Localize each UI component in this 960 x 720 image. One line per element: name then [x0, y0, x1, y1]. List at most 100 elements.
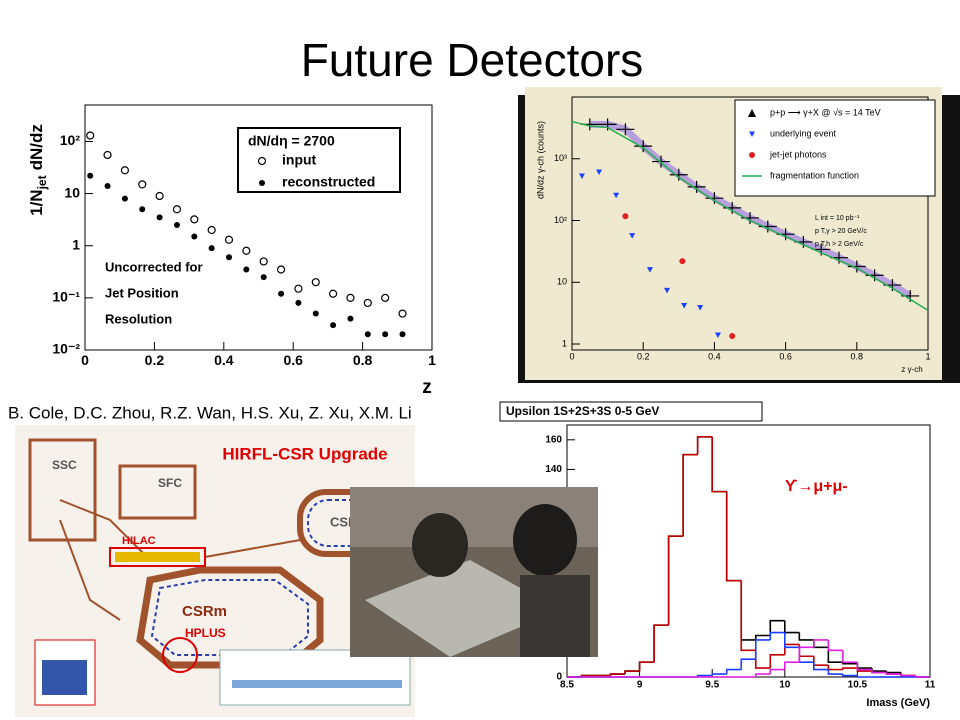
x-tick-label: 0.8 — [851, 352, 864, 362]
y-tick-label: 1 — [72, 236, 80, 252]
histogram-step — [754, 639, 771, 660]
inset-line — [232, 680, 402, 688]
histogram-step — [740, 658, 756, 670]
point — [139, 206, 146, 213]
y-axis-label-part: dN/dz — [27, 124, 46, 170]
point — [103, 150, 112, 160]
point — [242, 246, 251, 255]
hall — [118, 464, 197, 520]
point — [749, 152, 755, 158]
point — [208, 245, 215, 252]
y-tick-label: 160 — [545, 434, 562, 445]
ring — [136, 566, 324, 669]
point — [705, 192, 724, 205]
x-axis-label: Imass (GeV) — [866, 697, 930, 709]
histogram-step — [827, 647, 843, 663]
x-axis-label: z γ-ch — [901, 365, 922, 374]
y-tick-label: 10² — [60, 132, 81, 148]
point — [156, 214, 163, 221]
x-tick-label: 0.6 — [779, 352, 792, 362]
photo — [350, 487, 598, 657]
histogram-step — [711, 673, 727, 676]
x-tick-label: 0.6 — [283, 352, 303, 368]
x-tick-label: 1 — [428, 352, 436, 368]
photo-person — [513, 504, 577, 576]
histogram-step — [769, 619, 785, 636]
x-tick-label: 0 — [81, 352, 89, 368]
point — [104, 182, 111, 189]
legend-label: p+p ⟶ γ+X @ √s = 14 TeV — [770, 107, 881, 117]
y-tick-label: 10⁻² — [52, 341, 80, 357]
point — [729, 332, 736, 339]
legend-label: underlying event — [770, 128, 837, 138]
point — [687, 180, 706, 193]
beamline — [59, 499, 301, 621]
histogram-step — [769, 653, 785, 669]
histogram-step — [827, 669, 843, 675]
y-tick-label: 140 — [545, 464, 562, 475]
point — [363, 298, 372, 308]
legend-label: reconstructed — [282, 174, 375, 190]
histogram-step — [842, 674, 858, 677]
annotation: Uncorrected for — [105, 259, 203, 274]
point — [629, 233, 636, 239]
point — [382, 331, 389, 338]
title-box — [499, 401, 763, 422]
point — [87, 172, 94, 179]
y-axis-label: 1/Njet dN/dz — [27, 124, 49, 216]
point — [86, 131, 95, 140]
point — [243, 266, 250, 273]
histogram-step — [784, 661, 800, 670]
point — [681, 303, 688, 309]
y-tick-label: 0 — [556, 672, 562, 683]
point — [260, 274, 267, 281]
diagram-label: HPLUS — [185, 626, 226, 640]
annotation: Resolution — [105, 311, 172, 326]
point — [669, 168, 688, 181]
point — [257, 156, 267, 166]
histogram-step — [754, 634, 771, 640]
annotation: L int = 10 pb⁻¹ — [815, 215, 860, 222]
x-tick-label: 10 — [779, 680, 791, 691]
histogram-step — [769, 668, 785, 675]
plot-area — [566, 424, 931, 678]
histogram-step — [740, 580, 756, 652]
credit: B. Cole, D.C. Zhou, R.Z. Wan, H.S. Xu, Z… — [8, 403, 412, 422]
point — [381, 293, 390, 302]
point — [311, 278, 320, 287]
histogram-step — [696, 436, 713, 455]
histogram-step — [798, 632, 814, 641]
legend — [734, 99, 936, 197]
histogram-step — [682, 453, 698, 537]
point — [749, 131, 755, 137]
diagram-label: SFC — [158, 476, 182, 490]
point — [847, 260, 866, 273]
y-tick-label: 10³ — [554, 153, 567, 163]
y-tick-label: 10 — [557, 277, 567, 287]
slide-title: Future Detectors — [301, 34, 644, 86]
photo-person — [412, 513, 468, 577]
x-tick-label: 0.2 — [145, 352, 165, 368]
diagram: HIRFL-CSR Upgrade SSC SFC CSRe HILAC CSR… — [15, 425, 415, 717]
histogram-step — [914, 675, 930, 678]
point — [155, 191, 164, 201]
point — [190, 215, 199, 224]
point — [347, 315, 354, 322]
y-axis-label: dN/dz γ-ch (counts) — [535, 121, 545, 199]
point — [364, 331, 371, 338]
point — [398, 309, 407, 318]
point — [346, 293, 355, 302]
point — [622, 213, 629, 220]
point — [259, 257, 268, 266]
diagram-label: HILAC — [122, 535, 156, 547]
point — [679, 258, 686, 265]
chart-title: Upsilon 1S+2S+3S 0-5 GeV — [506, 404, 659, 418]
histogram-step — [754, 673, 771, 677]
point — [120, 166, 130, 175]
histogram-step — [667, 535, 684, 626]
hall — [28, 438, 97, 542]
legend-label: jet-jet photons — [769, 149, 827, 159]
y-tick-label: 10 — [64, 184, 80, 200]
inset — [219, 649, 411, 706]
